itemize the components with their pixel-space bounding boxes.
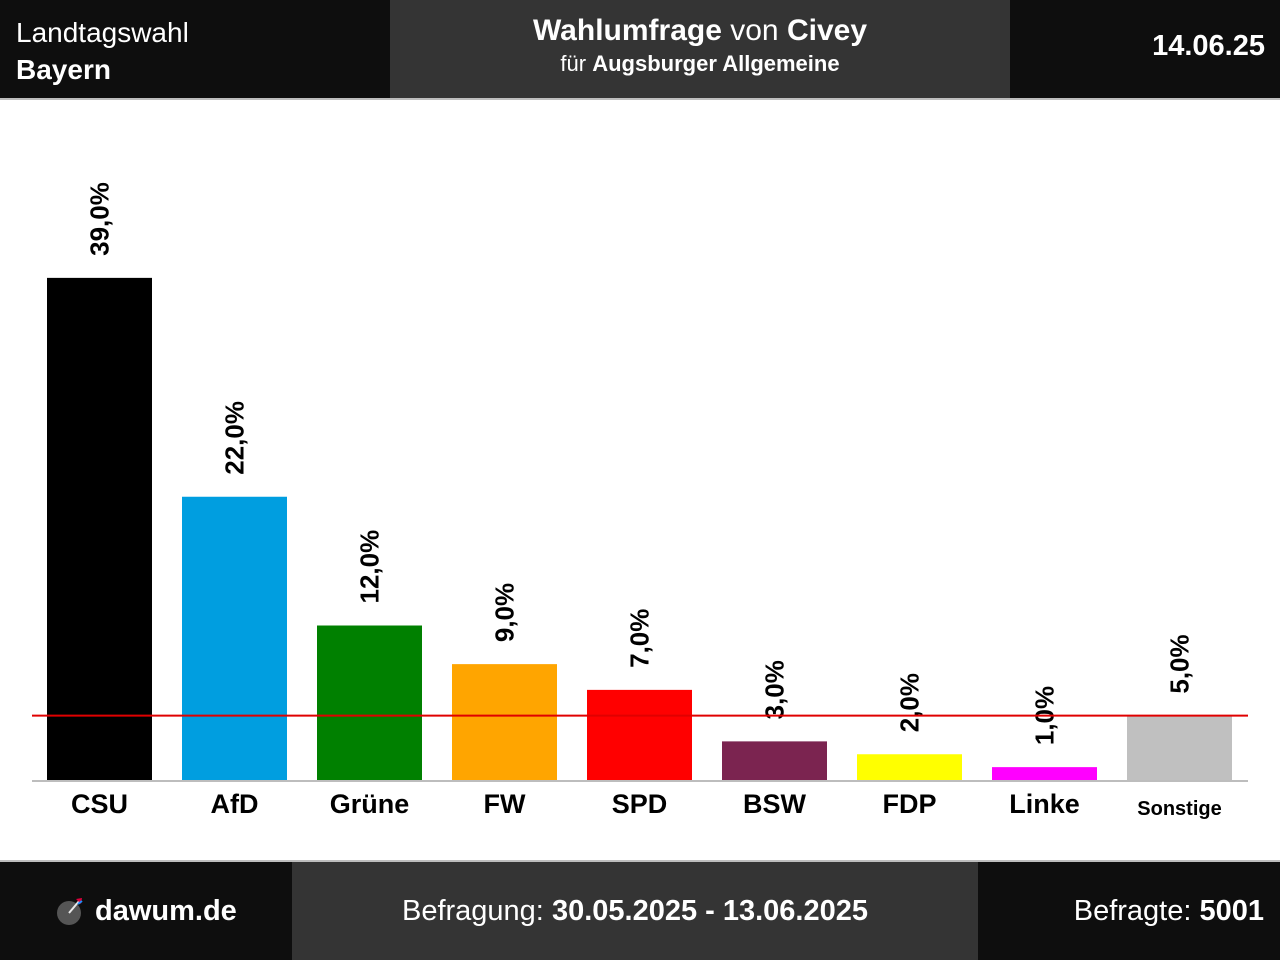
respondents: Befragte: 5001 [1074, 862, 1264, 960]
value-label-3: 9,0% [490, 583, 520, 642]
respondents-label: Befragte: [1073, 894, 1192, 927]
bar-5 [722, 741, 827, 780]
category-label-5: BSW [743, 789, 807, 819]
bar-2 [317, 625, 422, 780]
bar-8 [1127, 715, 1232, 780]
value-label-2: 12,0% [355, 530, 385, 604]
bar-6 [857, 754, 962, 780]
election-region: Bayern [16, 54, 111, 85]
subtitle-prefix: für [560, 51, 587, 76]
footer: dawum.de Befragung: 30.05.2025 - 13.06.2… [0, 862, 1280, 960]
bar-7 [992, 767, 1097, 780]
client-name: Augsburger Allgemeine [592, 51, 840, 76]
value-label-6: 2,0% [895, 673, 925, 732]
survey-period: Befragung: 30.05.2025 - 13.06.2025 [292, 862, 978, 960]
category-label-2: Grüne [330, 789, 410, 819]
value-label-8: 5,0% [1165, 634, 1195, 693]
election-type: Landtagswahl [16, 17, 189, 48]
poll-date: 14.06.25 [1152, 30, 1265, 62]
bar-0 [47, 277, 152, 780]
brand-name: dawum.de [95, 894, 237, 927]
title-connector: von [730, 14, 779, 47]
election-label: Landtagswahl Bayern [16, 14, 189, 88]
header: Landtagswahl Bayern Wahlumfrage von Cive… [0, 0, 1280, 98]
bar-3 [452, 664, 557, 780]
period-value: 30.05.2025 - 13.06.2025 [551, 894, 868, 927]
value-label-5: 3,0% [760, 660, 790, 719]
bar-4 [587, 689, 692, 780]
bar-1 [182, 496, 287, 780]
category-label-8: Sonstige [1137, 798, 1221, 820]
value-label-1: 22,0% [220, 401, 250, 475]
value-label-4: 7,0% [625, 609, 655, 668]
value-label-0: 39,0% [85, 182, 115, 256]
category-label-0: CSU [71, 789, 128, 819]
category-label-6: FDP [883, 789, 937, 819]
pollster-name: Civey [786, 14, 868, 47]
respondents-value: 5001 [1199, 894, 1264, 927]
period-label: Befragung: [401, 894, 544, 927]
header-divider [0, 98, 1280, 100]
category-label-7: Linke [1009, 789, 1080, 819]
poll-title: Wahlumfrage von Civey für Augsburger All… [390, 0, 1010, 98]
dawum-logo-icon [57, 898, 83, 925]
bar-chart: 39,0% CSU 22,0% AfD 12,0% Grüne 9,0% FW 7,0% SPD 3… [32, 182, 1248, 820]
title-keyword: Wahlumfrage [532, 14, 722, 47]
category-label-1: AfD [211, 789, 259, 819]
footer-divider [0, 860, 1280, 862]
category-label-4: SPD [612, 789, 668, 819]
category-label-3: FW [484, 789, 526, 819]
brand[interactable]: dawum.de [56, 862, 237, 960]
